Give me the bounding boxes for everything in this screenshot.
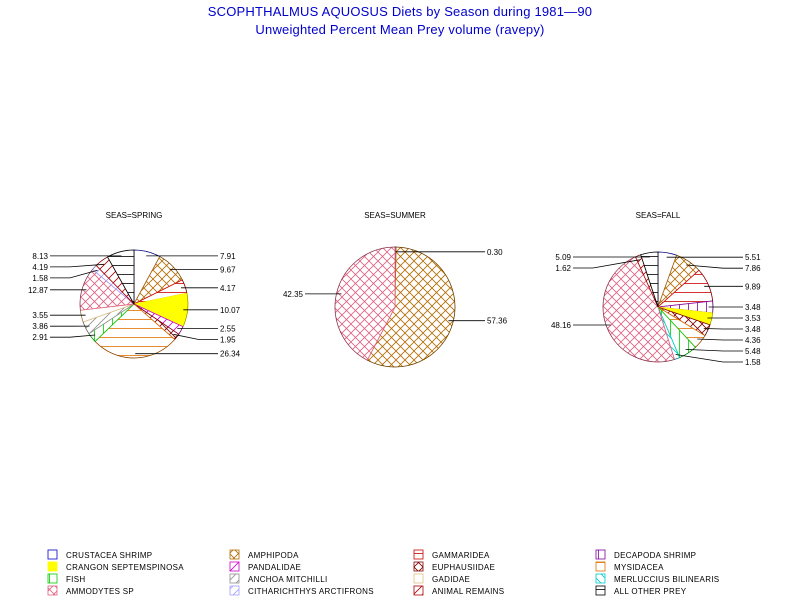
chart-subtitle: Unweighted Percent Mean Prey volume (rav…: [255, 22, 545, 37]
legend-item-animal-remains: ANIMAL REMAINS: [413, 585, 504, 596]
legend-label: AMPHIPODA: [248, 551, 299, 560]
legend-item-all-other-prey: ALL OTHER PREY: [595, 585, 687, 596]
legend-label: EUPHAUSIIDAE: [432, 563, 495, 572]
legend-label: PANDALIDAE: [248, 563, 301, 572]
slice-value-label: 12.87: [28, 286, 49, 295]
slice-value-label: 26.34: [220, 350, 241, 359]
slice-value-label: 3.53: [745, 314, 761, 323]
slice-value-label: 3.55: [32, 311, 48, 320]
legend-item-decapoda-shrimp: DECAPODA SHRIMP: [595, 549, 696, 560]
legend-label: AMMODYTES SP: [66, 587, 134, 596]
leader-line: [686, 264, 743, 269]
slice-value-label: 5.48: [745, 347, 761, 356]
leader-line: [50, 334, 96, 338]
slice-value-label: 1.58: [745, 358, 761, 367]
leader-line: [573, 259, 640, 269]
slice-value-label: 42.35: [283, 290, 304, 299]
legend-swatch: [413, 549, 424, 560]
slice-value-label: 4.17: [220, 284, 236, 293]
slice-value-label: 10.07: [220, 306, 241, 315]
slice-value-label: 1.62: [555, 264, 571, 273]
slice-value-label: 1.95: [220, 335, 236, 344]
legend-swatch: [595, 561, 606, 572]
legend-item-gammaridea: GAMMARIDEA: [413, 549, 490, 560]
legend-item-merluccius-bilinearis: MERLUCCIUS BILINEARIS: [595, 573, 719, 584]
slice-value-label: 9.67: [220, 265, 236, 274]
legend-label: CITHARICHTHYS ARCTIFRONS: [248, 587, 374, 596]
legend-swatch: [47, 561, 58, 572]
legend-item-crustacea-shrimp: CRUSTACEA SHRIMP: [47, 549, 152, 560]
legend-label: ANCHOA MITCHILLI: [248, 575, 327, 584]
slice-value-label: 0.30: [487, 248, 503, 257]
legend-swatch: [595, 585, 606, 596]
slice-value-label: 4.19: [32, 263, 48, 272]
legend-item-fish: FISH: [47, 573, 85, 584]
pie-seas-fall: SEAS=FALL 5.09 1.62 48.16 5.51 7.86 9.89 3.48 3.…: [551, 211, 761, 367]
pie-title: SEAS=FALL: [636, 211, 681, 220]
slice-value-label: 7.91: [220, 252, 236, 261]
pie-seas-spring: SEAS=SPRING 8.13 4.19 1.58 12.87 3.55 3.86 2.91…: [28, 211, 241, 359]
slice-value-label: 9.89: [745, 282, 761, 291]
slice-value-label: 2.91: [32, 333, 48, 342]
legend-swatch: [413, 573, 424, 584]
leader-line: [50, 269, 98, 279]
legend-item-ammodytes-sp: AMMODYTES SP: [47, 585, 134, 596]
slice-value-label: 7.86: [745, 264, 761, 273]
legend-label: ANIMAL REMAINS: [432, 587, 504, 596]
slice-value-label: 48.16: [551, 321, 572, 330]
leader-line: [697, 338, 743, 341]
slice-value-label: 1.58: [32, 274, 48, 283]
legend-swatch: [413, 561, 424, 572]
slice-value-label: 57.36: [487, 317, 508, 326]
legend-label: MERLUCCIUS BILINEARIS: [614, 575, 719, 584]
legend-item-citharichthys-arctifrons: CITHARICHTHYS ARCTIFRONS: [229, 585, 374, 596]
legend-item-euphausiidae: EUPHAUSIIDAE: [413, 561, 495, 572]
pie-title: SEAS=SPRING: [106, 211, 163, 220]
legend-item-anchoa-mitchilli: ANCHOA MITCHILLI: [229, 573, 327, 584]
leader-line: [685, 349, 743, 352]
legend-label: GADIDAE: [432, 575, 470, 584]
pie-seas-summer: SEAS=SUMMER 42.35 0.30 57.36: [283, 211, 508, 368]
legend-label: CRUSTACEA SHRIMP: [66, 551, 152, 560]
slice-value-label: 3.86: [32, 322, 48, 331]
slice-value-label: 5.09: [555, 253, 571, 262]
pie-outline: [334, 246, 456, 368]
legend-item-amphipoda: AMPHIPODA: [229, 549, 299, 560]
legend-swatch: [229, 573, 240, 584]
slice-value-label: 5.51: [745, 253, 761, 262]
legend-swatch: [595, 573, 606, 584]
slice-value-label: 8.13: [32, 252, 48, 261]
legend-label: DECAPODA SHRIMP: [614, 551, 696, 560]
legend-swatch: [47, 549, 58, 560]
legend-swatch: [47, 573, 58, 584]
leader-line: [675, 354, 743, 363]
legend-label: MYSIDACEA: [614, 563, 664, 572]
legend-swatch: [229, 549, 240, 560]
slice-value-label: 3.48: [745, 325, 761, 334]
leader-line: [173, 333, 218, 340]
slice-value-label: 3.48: [745, 303, 761, 312]
slice-value-label: 2.55: [220, 324, 236, 333]
pie-title: SEAS=SUMMER: [364, 211, 426, 220]
legend-label: ALL OTHER PREY: [614, 587, 687, 596]
legend-swatch: [47, 585, 58, 596]
legend-item-crangon-septemspinosa: CRANGON SEPTEMSPINOSA: [47, 561, 184, 572]
legend-label: CRANGON SEPTEMSPINOSA: [66, 563, 184, 572]
legend-label: FISH: [66, 575, 85, 584]
legend-swatch: [413, 585, 424, 596]
legend-swatch: [229, 585, 240, 596]
leader-line: [703, 328, 743, 330]
leader-line: [50, 263, 105, 268]
legend-item-mysidacea: MYSIDACEA: [595, 561, 664, 572]
chart-title: SCOPHTHALMUS AQUOSUS Diets by Season dur…: [207, 4, 593, 19]
legend-swatch: [595, 549, 606, 560]
legend-item-gadidae: GADIDAE: [413, 573, 470, 584]
legend-item-pandalidae: PANDALIDAE: [229, 561, 301, 572]
legend: CRUSTACEA SHRIMP AMPHIPODA GAMMARIDEA DECAP…: [47, 549, 719, 596]
pie-outline: [79, 249, 189, 359]
legend-label: GAMMARIDEA: [432, 551, 490, 560]
slice-value-label: 4.36: [745, 336, 761, 345]
legend-swatch: [229, 561, 240, 572]
